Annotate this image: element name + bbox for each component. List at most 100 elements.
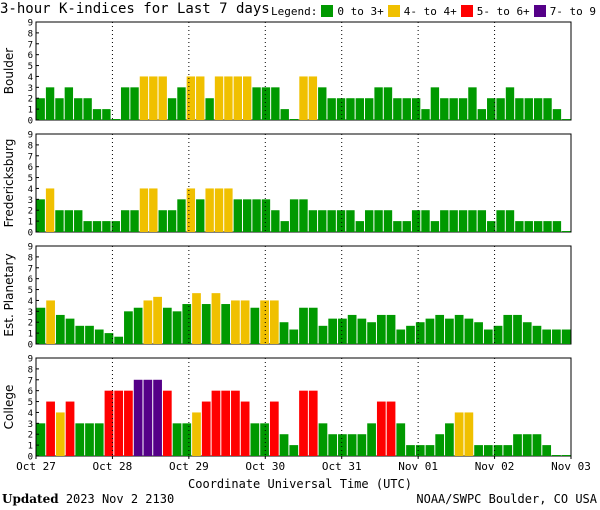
x-tick-label: Nov 02 [475,460,515,473]
y-tick-label: 3 [28,308,33,318]
kindex-bar [92,109,102,120]
kindex-bar [289,199,299,232]
kindex-bar [406,325,415,344]
kindex-bar [65,318,75,344]
kindex-bar [162,307,172,344]
kindex-bar [289,445,299,456]
kindex-bar [367,423,376,456]
kindex-bar [415,322,425,344]
kindex-bar [269,401,279,456]
kindex-bar [104,333,114,344]
panel-label: Boulder [2,48,16,95]
kindex-bar [221,390,231,456]
kindex-bar [503,314,513,344]
legend-item-label: 7- to 9 [549,4,597,18]
y-tick-label: 4 [28,297,33,307]
kindex-bar [186,188,196,232]
kindex-bar [543,221,552,232]
kindex-bar [36,98,45,120]
x-tick-label: Oct 29 [169,460,209,473]
kindex-bar [393,221,402,232]
kindex-bar [299,307,308,344]
kindex-bar [120,210,130,232]
kindex-bar [139,76,149,120]
kindex-bar [406,445,415,456]
kindex-bar [415,445,425,456]
x-tick-label: Oct 28 [93,460,133,473]
kindex-bar [46,300,55,344]
kindex-bar [562,119,571,120]
kindex-bar [477,109,487,120]
kindex-bar [505,87,515,120]
y-tick-label: 4 [28,185,33,195]
legend-label: Legend: [271,4,318,18]
kindex-bar [240,300,250,344]
y-tick-label: 9 [28,19,33,29]
kindex-bar [513,434,522,456]
kindex-bar [386,314,396,344]
y-tick-label: 1 [28,106,33,116]
kindex-bar [271,210,280,232]
kindex-bar [468,87,477,120]
kindex-bar [435,434,445,456]
kindex-bar [289,329,299,344]
kindex-bar [449,210,458,232]
kindex-bar [211,390,221,456]
kindex-bar [477,210,487,232]
kindex-bar [318,210,327,232]
kindex-bar [411,210,421,232]
kindex-bar [242,199,252,232]
kindex-bar [524,98,533,120]
kindex-bar [421,109,430,120]
kindex-bar [533,98,543,120]
kindex-bar [421,210,430,232]
kindex-bar [524,221,533,232]
y-tick-label: 4 [28,73,33,83]
updated-value: 2023 Nov 2 2130 [65,492,175,506]
kindex-bar [552,221,562,232]
kindex-bar [396,329,406,344]
kindex-bar [396,423,406,456]
kindex-bar [94,423,104,456]
kindex-bar [308,210,318,232]
kindex-bar [440,98,449,120]
kindex-bar [172,423,182,456]
kindex-bar [143,300,153,344]
kindex-bar [74,98,83,120]
y-tick-label: 3 [28,84,33,94]
kindex-bar [182,423,192,456]
kindex-bar [357,318,367,344]
kindex-bar [224,76,233,120]
kindex-bar [177,199,186,232]
kindex-bar [102,109,111,120]
kindex-bar [149,76,158,120]
y-tick-label: 9 [28,131,33,141]
kindex-bar [338,318,347,344]
kindex-bar [503,445,513,456]
kindex-bar [318,87,327,120]
kindex-bar [214,188,224,232]
kindex-bar [172,311,182,344]
kindex-bar [104,390,114,456]
kindex-bar [445,318,454,344]
x-tick-label: Oct 30 [245,460,285,473]
kindex-bar [515,221,524,232]
kindex-bar [383,210,393,232]
x-tick-label: Nov 01 [398,460,438,473]
kindex-bar [289,119,299,120]
panel-label: Est. Planetary [2,253,16,336]
y-tick-label: 9 [28,355,33,365]
kindex-bar [562,231,571,232]
kindex-bar [102,221,111,232]
kindex-bar [224,188,233,232]
kindex-bar [55,314,65,344]
kindex-bar [162,390,172,456]
kindex-bar [205,98,214,120]
kindex-bar [411,98,421,120]
kindex-bar [192,293,201,344]
kindex-bar [402,221,411,232]
kindex-bar [231,300,240,344]
kindex-bar [454,314,464,344]
kindex-bar [75,325,85,344]
